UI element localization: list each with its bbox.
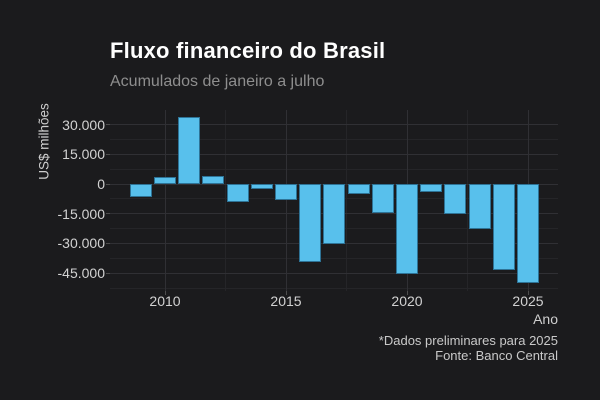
gridline-minor-h xyxy=(110,168,558,170)
caption-note: *Dados preliminares para 2025 xyxy=(378,333,558,348)
bar-2010 xyxy=(154,177,176,185)
x-tick-mark xyxy=(164,291,166,295)
y-tick-label: -45.000 xyxy=(57,265,105,282)
bar-2015 xyxy=(275,184,297,200)
y-tick-label: 0 xyxy=(97,176,105,193)
x-tick-label: 2020 xyxy=(391,293,423,309)
plot-panel xyxy=(110,110,558,291)
y-tick-mark xyxy=(106,153,110,155)
y-tick-label: -30.000 xyxy=(57,235,105,252)
gridline-major-h xyxy=(110,124,558,126)
gridline-minor-v xyxy=(225,110,226,291)
y-axis-title: US$ milhões xyxy=(36,103,52,180)
bar-2024 xyxy=(492,184,515,270)
y-tick-label: 30.000 xyxy=(62,116,105,133)
y-tick-mark xyxy=(106,183,110,185)
gridline-major-v xyxy=(285,110,287,291)
y-tick-label: 15.000 xyxy=(62,146,105,163)
gridline-minor-h xyxy=(110,257,558,259)
y-tick-mark xyxy=(106,242,110,244)
y-tick-mark xyxy=(106,272,110,274)
bar-2013 xyxy=(226,184,249,203)
bar-2012 xyxy=(202,176,225,185)
x-tick-label: 2015 xyxy=(270,293,302,309)
gridline-minor-v xyxy=(467,110,468,291)
gridline-major-h xyxy=(110,272,558,274)
bar-2020 xyxy=(396,184,418,275)
bar-2019 xyxy=(371,184,394,213)
bar-2017 xyxy=(323,184,346,245)
gridline-minor-v xyxy=(346,110,347,291)
y-tick-mark xyxy=(106,213,110,215)
bar-2021 xyxy=(420,184,443,193)
x-tick-mark xyxy=(285,291,287,295)
bar-2018 xyxy=(347,184,370,194)
x-axis-title: Ano xyxy=(533,311,558,327)
gridline-major-v xyxy=(164,110,166,291)
bar-2014 xyxy=(250,184,273,189)
x-tick-label: 2025 xyxy=(512,293,544,309)
bar-2016 xyxy=(299,184,322,263)
bar-2025 xyxy=(517,184,539,284)
x-tick-mark xyxy=(527,291,529,295)
bar-2009 xyxy=(129,184,152,198)
y-tick-mark xyxy=(106,124,110,126)
gridline-minor-h xyxy=(110,287,558,289)
gridline-minor-h xyxy=(110,139,558,140)
chart-title: Fluxo financeiro do Brasil xyxy=(110,38,386,63)
chart-subtitle: Acumulados de janeiro a julho xyxy=(110,73,325,90)
bar-2011 xyxy=(178,117,201,185)
caption-source: Fonte: Banco Central xyxy=(435,347,558,363)
bar-2022 xyxy=(444,184,467,215)
x-tick-label: 2010 xyxy=(149,293,181,309)
x-tick-mark xyxy=(406,291,408,295)
bar-2023 xyxy=(468,184,491,229)
gridline-major-h xyxy=(110,153,558,155)
y-tick-label: -15.000 xyxy=(57,205,105,222)
chart-caption: *Dados preliminares para 2025 Fonte: Ban… xyxy=(378,333,558,363)
